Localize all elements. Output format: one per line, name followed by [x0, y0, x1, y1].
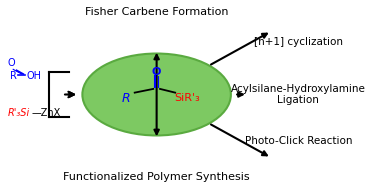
FancyArrowPatch shape [211, 125, 267, 155]
Text: Fisher Carbene Formation: Fisher Carbene Formation [85, 7, 228, 17]
Text: O: O [152, 67, 161, 77]
FancyArrowPatch shape [211, 34, 267, 64]
Text: R: R [10, 71, 17, 81]
Text: Acylsilane-Hydroxylamine
Ligation: Acylsilane-Hydroxylamine Ligation [231, 84, 366, 105]
Text: OH: OH [27, 71, 42, 81]
FancyArrowPatch shape [237, 92, 243, 97]
Text: Photo-Click Reaction: Photo-Click Reaction [245, 136, 352, 146]
Circle shape [82, 53, 231, 136]
Text: O: O [8, 58, 15, 68]
Text: R'₃Si: R'₃Si [8, 108, 30, 118]
FancyArrowPatch shape [154, 55, 159, 134]
FancyArrowPatch shape [65, 92, 74, 97]
Text: R: R [122, 92, 131, 105]
Text: [n+1] cyclization: [n+1] cyclization [254, 37, 343, 47]
Text: —ZnX: —ZnX [32, 108, 61, 118]
Text: Functionalized Polymer Synthesis: Functionalized Polymer Synthesis [63, 172, 250, 182]
Text: SiR'₃: SiR'₃ [174, 93, 200, 103]
